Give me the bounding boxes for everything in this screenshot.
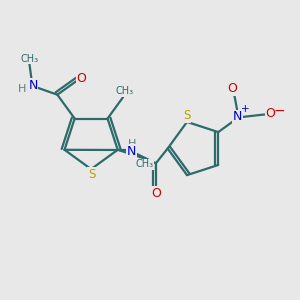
Text: N: N	[127, 145, 136, 158]
Text: CH₃: CH₃	[116, 86, 134, 96]
Text: O: O	[228, 82, 238, 95]
Text: O: O	[266, 107, 275, 120]
Text: H: H	[18, 84, 26, 94]
Text: +: +	[241, 104, 249, 114]
Text: CH₃: CH₃	[20, 53, 38, 64]
Text: S: S	[183, 109, 191, 122]
Text: N: N	[233, 110, 243, 123]
Text: O: O	[151, 187, 161, 200]
Text: H: H	[128, 139, 136, 148]
Text: S: S	[88, 168, 95, 181]
Text: CH₃: CH₃	[135, 160, 154, 170]
Text: −: −	[273, 104, 285, 118]
Text: O: O	[76, 72, 86, 85]
Text: N: N	[28, 79, 38, 92]
